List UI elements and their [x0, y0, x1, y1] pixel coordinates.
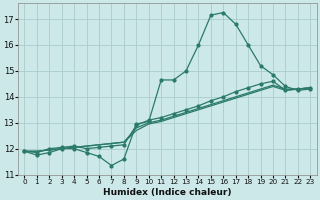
X-axis label: Humidex (Indice chaleur): Humidex (Indice chaleur)	[103, 188, 232, 197]
